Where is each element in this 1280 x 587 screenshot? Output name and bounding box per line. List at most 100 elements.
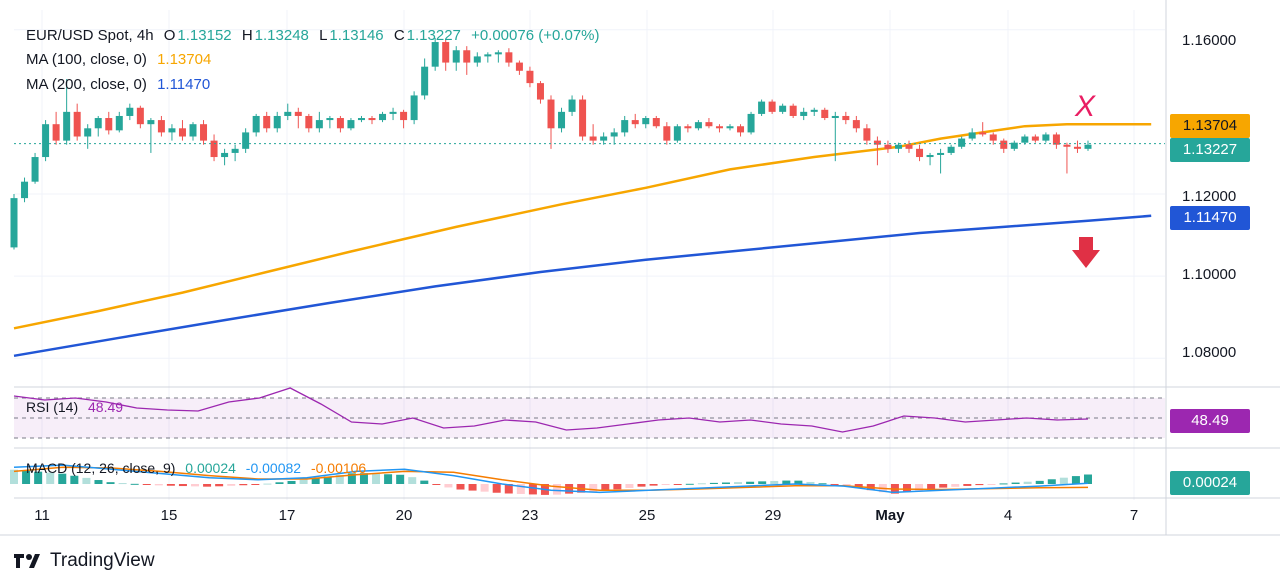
macd-histogram-bar [275, 482, 284, 484]
candle-body [684, 126, 692, 129]
candle-body [747, 113, 755, 133]
macd-price-tag: 0.00024 [1170, 471, 1250, 495]
macd-signal-value: -0.00082 [245, 460, 302, 476]
candle-body [663, 126, 671, 141]
candle-body [368, 118, 376, 121]
macd-histogram-bar [118, 483, 127, 485]
candle-body [221, 152, 229, 158]
candle-body [494, 52, 502, 55]
y-tick-116: 1.16000 [1182, 32, 1237, 49]
macd-histogram-bar [408, 477, 417, 484]
macd-histogram-bar [480, 484, 489, 492]
macd-histogram-bar [697, 483, 706, 485]
candle-body [694, 122, 702, 129]
candle-body [515, 62, 523, 71]
rsi-legend: RSI (14) 48.49 [26, 399, 123, 415]
macd-histogram-bar [721, 482, 730, 484]
close-value: 1.13227 [406, 27, 461, 44]
macd-value: 0.00024 [185, 460, 236, 476]
candle-body [737, 126, 745, 133]
candle-body [758, 101, 766, 114]
ma200-line [13, 214, 1152, 358]
candle-body [242, 132, 250, 149]
candle-body [536, 83, 544, 100]
candle-body [631, 120, 639, 125]
macd-histogram-bar [758, 481, 767, 484]
macd-hist-value: -0.00106 [310, 460, 367, 476]
x-mark: X [1074, 90, 1096, 123]
macd-histogram-bar [432, 484, 441, 485]
macd-histogram-bar [58, 473, 67, 484]
macd-histogram-bar [589, 484, 598, 492]
candle-body [157, 120, 165, 133]
candle-body [473, 56, 481, 63]
candle-body [357, 118, 365, 121]
candle-body [431, 42, 439, 67]
open-value: 1.13152 [177, 27, 232, 44]
tradingview-logo[interactable]: TradingView [14, 550, 155, 572]
candle-body [105, 118, 113, 131]
candle-body [979, 132, 987, 135]
macd-histogram-bar [106, 482, 115, 484]
ma100-price-tag: 1.13704 [1170, 114, 1250, 138]
macd-histogram-bar [239, 484, 248, 486]
macd-histogram-bar [818, 483, 827, 485]
macd-histogram-bar [396, 474, 405, 484]
x-tick-7: 7 [1129, 507, 1139, 524]
candle-body [168, 128, 176, 133]
candle-body [452, 50, 460, 63]
candle-body [1021, 136, 1029, 143]
ma200-value: 1.11470 [157, 76, 211, 93]
candle-body [326, 118, 334, 121]
macd-histogram-bar [625, 484, 634, 488]
candle-body [652, 118, 660, 127]
last-price-tag: 1.13227 [1170, 138, 1250, 162]
macd-histogram-bar [263, 483, 272, 485]
candle-body [873, 140, 881, 145]
candle-body [579, 99, 587, 137]
candle-body [863, 128, 871, 141]
candle-body [294, 111, 302, 116]
macd-histogram-bar [830, 484, 839, 485]
macd-histogram-bar [420, 480, 429, 484]
macd-histogram-bar [142, 484, 151, 485]
macd-histogram-bar [468, 484, 477, 491]
x-tick-20: 20 [395, 507, 413, 524]
macd-histogram-bar [782, 480, 791, 484]
macd-histogram-bar [902, 484, 911, 493]
candle-body [842, 115, 850, 121]
macd-histogram-bar [601, 484, 610, 491]
macd-histogram-bar [22, 470, 31, 484]
candle-body [894, 144, 902, 149]
macd-histogram-bar [516, 484, 525, 494]
candle-body [968, 132, 976, 139]
macd-histogram-bar [553, 484, 562, 495]
low-value: 1.13146 [329, 27, 384, 44]
candle-body [421, 66, 429, 96]
macd-histogram-bar [975, 484, 984, 486]
candle-body [305, 115, 313, 129]
macd-histogram-bar [613, 484, 622, 490]
ma100-line [13, 122, 1152, 330]
macd-histogram-bar [528, 484, 537, 495]
candle-body [726, 126, 734, 129]
candle-body [21, 181, 29, 199]
macd-histogram-bar [806, 481, 815, 484]
candle-body [884, 144, 892, 149]
ma100-legend: MA (100, close, 0) 1.13704 [26, 51, 211, 68]
candle-body [484, 54, 492, 57]
candle-body [336, 118, 344, 129]
candle-body [73, 111, 81, 137]
macd-histogram-bar [963, 484, 972, 486]
macd-histogram-bar [1035, 480, 1044, 484]
macd-histogram-bar [770, 480, 779, 484]
macd-histogram-bar [842, 484, 851, 487]
down-arrow-icon [1072, 237, 1100, 268]
rsi-band [14, 398, 1165, 438]
y-tick-112: 1.12000 [1182, 188, 1237, 205]
candle-body [800, 111, 808, 116]
macd-histogram-bar [951, 484, 960, 487]
candle-body [673, 126, 681, 141]
macd-histogram-bar [323, 476, 332, 484]
